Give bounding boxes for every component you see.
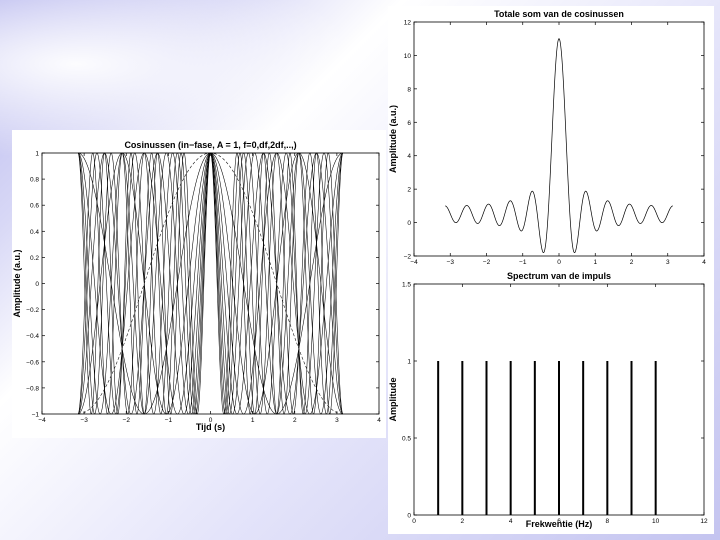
x-tick-label: 0	[557, 259, 561, 266]
y-tick-label: 0.6	[30, 203, 39, 210]
x-tick-label: 3	[335, 417, 339, 424]
y-tick-label: −0.8	[26, 385, 39, 392]
x-tick-label: 4	[702, 259, 706, 266]
plot-frame	[413, 21, 705, 257]
y-tick-label: −0.4	[26, 333, 39, 340]
y-tick-label: 0	[407, 220, 411, 227]
y-tick-label: −0.2	[26, 307, 39, 314]
x-tick-label: 2	[630, 259, 634, 266]
x-tick-label: 10	[652, 518, 660, 525]
y-tick-label: 0.4	[30, 229, 39, 236]
x-tick-label: 2	[461, 518, 465, 525]
x-tick-label: 1	[593, 259, 597, 266]
chart-title: Cosinussen (in−fase, A = 1, f=0,df,2df,.…	[124, 140, 296, 150]
chart-title: Totale som van de cosinussen	[494, 9, 624, 19]
y-tick-label: 12	[404, 20, 412, 27]
x-tick-label: 1	[251, 417, 255, 424]
cosine-series-line	[78, 152, 343, 415]
x-tick-label: −2	[483, 259, 491, 266]
y-tick-label: 0.5	[402, 436, 411, 443]
x-tick-label: 6	[557, 518, 561, 525]
y-tick-label: 6	[407, 120, 411, 127]
y-tick-label: 0	[407, 513, 411, 520]
y-tick-label: 1	[407, 359, 411, 366]
x-tick-label: −2	[123, 417, 131, 424]
y-tick-label: 0.2	[30, 255, 39, 262]
cosines-chart: −4 −3 −2 −1 0 1 2 3 4 −1 −0.8 −0.6 −0.4 −0.2 0 0.2 0.4 0.…	[12, 140, 381, 432]
x-tick-label: 12	[700, 518, 708, 525]
y-tick-label: 8	[407, 86, 411, 93]
x-tick-label: 0	[209, 417, 213, 424]
x-tick-label: −1	[165, 417, 173, 424]
x-tick-label: 3	[666, 259, 670, 266]
x-tick-label: 4	[377, 417, 381, 424]
y-tick-label: 0	[35, 281, 39, 288]
x-axis-label: Tijd (s)	[196, 422, 225, 432]
x-tick-label: 0	[412, 518, 416, 525]
x-tick-label: −4	[38, 417, 46, 424]
y-tick-label: 10	[404, 53, 412, 60]
x-tick-label: −1	[519, 259, 527, 266]
y-axis-label: Amplitude (a.u.)	[12, 250, 22, 318]
x-tick-label: −4	[410, 259, 418, 266]
y-axis-label: Amplitude (a.u.)	[388, 105, 398, 173]
y-tick-label: −1	[32, 412, 40, 419]
y-tick-label: 2	[407, 187, 411, 194]
x-tick-label: 8	[606, 518, 610, 525]
sum-series-line	[445, 38, 673, 253]
x-tick-label: 4	[509, 518, 513, 525]
cosines-figure: −4 −3 −2 −1 0 1 2 3 4 −1 −0.8 −0.6 −0.4 −0.2 0 0.2 0.4 0.…	[12, 130, 386, 438]
cosine-series-line	[77, 152, 344, 415]
chart-title: Spectrum van de impuls	[507, 271, 611, 281]
y-tick-label: −0.6	[26, 359, 39, 366]
y-tick-label: 0.8	[30, 177, 39, 184]
x-tick-label: 2	[293, 417, 297, 424]
plot-frame	[41, 152, 380, 415]
x-axis-label: Frekwentie (Hz)	[526, 519, 593, 529]
sum-and-spectrum-figure: −4 −3 −2 −1 0 1 2 3 4 −2 0 2 4 6 8 10 12 Totale som van d…	[388, 6, 714, 534]
y-tick-label: 1	[35, 151, 39, 158]
y-axis-label: Amplitude	[388, 378, 398, 422]
x-tick-label: −3	[447, 259, 455, 266]
y-tick-label: 4	[407, 153, 411, 160]
y-tick-label: 1.5	[402, 282, 411, 289]
x-tick-label: −3	[80, 417, 88, 424]
y-tick-label: −2	[404, 254, 412, 261]
